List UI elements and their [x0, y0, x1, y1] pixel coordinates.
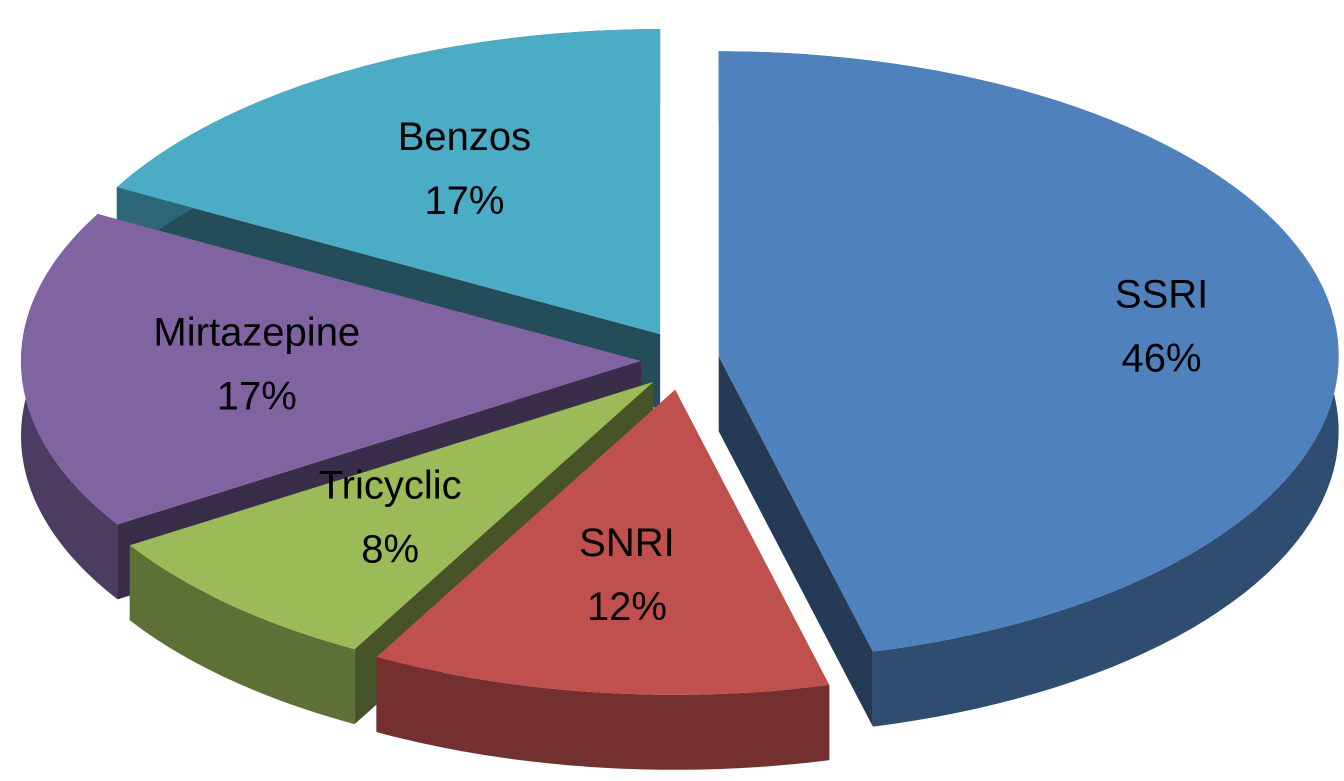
slice-label: Tricyclic: [319, 463, 462, 507]
slice-label: SSRI: [1115, 272, 1208, 316]
slice-value-label: 46%: [1122, 336, 1202, 380]
slice-top: [718, 51, 1339, 652]
slice-label: SNRI: [579, 521, 675, 565]
slice-top: [21, 214, 642, 525]
slice-rim: [129, 545, 355, 725]
slice-top: [116, 29, 661, 335]
slice-value-label: 17%: [424, 179, 504, 223]
slice-label: Benzos: [398, 115, 531, 159]
slice-rim: [376, 657, 830, 770]
slice-top: [376, 389, 830, 695]
slice: [376, 389, 830, 770]
slice: [718, 51, 1339, 727]
slice-value-label: 12%: [587, 585, 667, 629]
slice-value-label: 17%: [217, 374, 297, 418]
slice-label: Mirtazepine: [153, 310, 360, 354]
slice-value-label: 8%: [361, 527, 419, 571]
slice-side: [718, 356, 873, 727]
slice-top: [129, 381, 654, 650]
